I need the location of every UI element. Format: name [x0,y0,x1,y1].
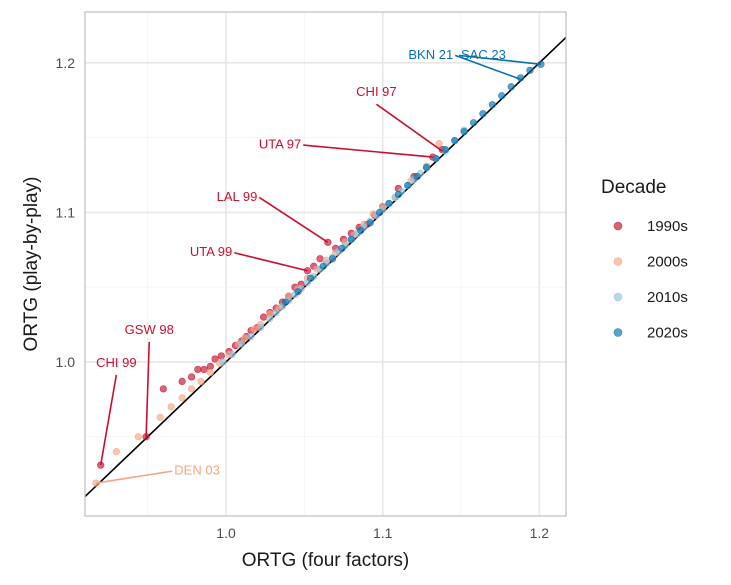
annotation-label: DEN 03 [174,463,220,478]
data-point-1990s [159,385,167,393]
data-point-2020s [460,128,468,136]
data-point-2000s [112,448,120,456]
annotation-leader [454,54,521,81]
y-tick-label: 1.1 [56,204,76,220]
data-point-2020s [281,298,290,306]
data-point-2000s [241,334,249,342]
legend-key-2010s [613,292,623,302]
data-point-2010s [219,358,227,366]
annotation-label: UTA 97 [259,137,301,152]
data-point-1990s [200,365,208,374]
data-point-2020s [319,262,327,270]
data-point-2000s [167,403,175,411]
data-point-2020s [338,244,346,252]
data-point-2000s [178,394,186,402]
data-point-2020s [357,226,365,234]
data-point-1990s [316,255,324,263]
legend: Decade 1990s 2000s 2010s 2020s [601,177,688,342]
data-point-2010s [272,309,280,317]
legend-key-2020s [613,328,623,337]
annotation-leader [234,252,308,272]
data-point-2010s [266,314,274,323]
data-point-2020s [404,181,412,190]
annotation-leader [258,196,329,243]
x-tick-label: 1.0 [216,525,236,541]
data-point-1990s [211,355,219,363]
data-point-2020s [366,219,374,227]
data-point-2020s [441,145,449,154]
x-tick-labels: 1.0 1.1 1.2 [216,525,549,541]
y-tick-label: 1.0 [56,354,76,370]
data-point-2020s [328,255,337,263]
data-point-2000s [206,368,214,377]
x-axis-title: ORTG (four factors) [242,550,410,571]
annotation-leader [145,342,151,437]
data-point-2010s [247,332,255,341]
legend-key-1990s [613,221,623,231]
annotation-leader [375,103,443,152]
data-point-1990s [260,313,268,321]
data-point-2000s [134,433,142,441]
annotation-leader [458,54,542,66]
data-point-2020s [413,172,421,181]
annotations-group: BKN 21 SAC 23 CHI 97 UTA 97 LAL 99 UTA 99 GSW … [95,47,542,484]
annotation-label: CHI 99 [96,355,136,370]
y-tick-label: 1.2 [56,55,76,71]
points-group [92,60,545,487]
data-point-1990s [187,373,196,381]
data-point-2000s [250,325,258,333]
legend-label-2020s: 2020s [647,325,688,342]
data-point-2020s [375,208,384,217]
data-point-2020s [294,288,302,296]
annotation-leader [95,470,173,484]
legend-key-2000s [613,257,623,266]
legend-label-2010s: 2010s [647,289,688,306]
annotation-label: CHI 97 [356,84,396,99]
annotation-leader [99,374,118,466]
data-point-2020s [394,190,402,199]
annotation-label: UTA 99 [190,244,232,259]
annotation-leader [303,144,433,158]
data-point-1990s [178,377,186,386]
annotation-label: GSW 98 [125,322,174,337]
y-tick-labels: 1.0 1.1 1.2 [56,55,76,370]
data-point-2000s [197,377,205,386]
data-point-2020s [422,163,431,172]
x-tick-label: 1.1 [373,525,393,541]
data-point-2010s [256,323,265,332]
data-point-2000s [156,413,164,421]
data-point-2020s [432,154,440,163]
x-tick-label: 1.2 [530,525,550,541]
data-point-2010s [228,350,236,359]
data-point-2010s [238,340,246,348]
y-axis-title: ORTG (play-by-play) [21,177,42,352]
panel-border [84,11,567,517]
data-point-2020s [347,235,355,243]
data-point-2020s [507,83,515,91]
legend-label-2000s: 2000s [647,254,688,271]
data-point-2000s [187,385,196,393]
data-point-2020s [469,119,478,127]
data-point-2000s [435,140,443,148]
data-point-2020s [479,110,487,118]
annotation-label: BKN 21 [408,47,453,62]
data-point-1990s [194,365,202,374]
legend-label-1990s: 1990s [647,218,688,235]
legend-title: Decade [601,177,667,198]
data-point-2020s [385,199,393,208]
annotation-label: LAL 99 [217,189,258,204]
grid [85,12,566,516]
annotation-label: SAC 23 [461,47,506,62]
data-point-2020s [526,66,534,74]
data-point-1990s [217,352,225,360]
data-point-2020s [451,137,459,145]
data-point-1990s [206,362,214,371]
data-point-2020s [307,274,315,282]
data-point-2020s [498,92,506,100]
data-point-2020s [488,101,496,109]
